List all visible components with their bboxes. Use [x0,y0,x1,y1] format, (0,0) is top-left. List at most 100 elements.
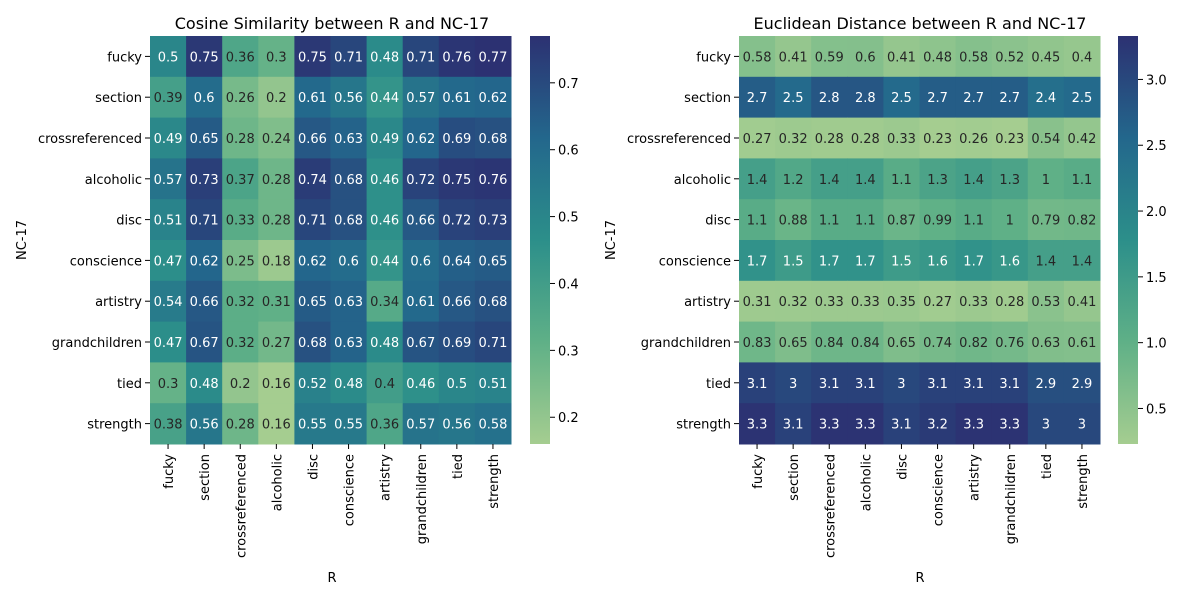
heatmap-cell [739,240,776,282]
heatmap-cell [402,76,440,119]
heatmap-cell [438,199,476,241]
cell-value-label: 3.3 [819,418,840,433]
x-tick-label: alcoholic [270,454,285,511]
cell-value-label: 0.28 [815,132,844,147]
heatmap-cell [847,403,884,445]
chart-title: Euclidean Distance between R and NC-17 [754,14,1087,33]
colorbar-tick-label: 0.6 [558,144,579,159]
cell-value-label: 0.52 [995,50,1024,65]
cell-value-label: 0.51 [154,214,183,229]
cell-value-label: 0.82 [1067,214,1096,229]
cell-value-label: 0.6 [855,50,876,65]
cell-value-label: 3.1 [747,377,768,392]
cell-value-label: 0.31 [262,295,291,310]
heatmap-cell [1063,199,1101,241]
x-tick-label: conscience [932,454,947,526]
heatmap-cell [811,117,848,159]
cell-value-label: 0.4 [374,377,395,392]
cell-value-label: 3.2 [927,418,948,433]
heatmap-cell [366,240,404,282]
heatmap-cell [847,362,884,404]
heatmap-cell [811,403,848,445]
heatmap-cell [294,117,331,159]
cell-value-label: 0.41 [887,50,916,65]
heatmap-cell [775,117,812,159]
heatmap-cell [991,362,1029,404]
cell-value-label: 0.23 [923,132,952,147]
heatmap-cell [775,36,812,78]
cell-value-label: 0.6 [194,91,215,106]
heatmap-cell [402,158,440,200]
cell-value-label: 1.2 [783,173,804,188]
cell-value-label: 0.48 [190,377,219,392]
heatmap-cell [847,76,884,119]
heatmap-cell [258,321,295,363]
heatmap-cell [366,158,404,200]
heatmap-cell [739,117,776,159]
cell-value-label: 3 [1078,418,1086,433]
y-tick-label: fucky [107,50,142,65]
cell-value-label: 2.8 [855,91,876,106]
heatmap-cell [330,362,368,404]
cell-value-label: 1.4 [1036,254,1057,269]
cell-value-label: 0.33 [851,295,880,310]
heatmap-cell [1063,240,1101,282]
heatmap-cell [919,362,957,404]
cell-value-label: 1.6 [927,254,948,269]
cell-value-label: 0.28 [262,173,291,188]
cell-value-label: 0.67 [190,336,219,351]
heatmap-cell [258,403,295,445]
cell-value-label: 0.42 [1067,132,1096,147]
cell-value-label: 0.34 [370,295,399,310]
heatmap-cell [150,321,187,363]
cell-value-label: 0.33 [959,295,988,310]
cell-value-label: 0.67 [406,336,435,351]
heatmap-cell [811,280,848,323]
heatmap-cell [919,117,957,159]
cell-value-label: 0.71 [478,336,507,351]
cell-value-label: 0.63 [334,132,363,147]
heatmap-cell [294,240,331,282]
heatmap-cell [294,36,331,78]
cell-value-label: 0.39 [154,91,183,106]
y-axis-label: NC-17 [15,220,30,260]
x-tick-label: disc [895,454,910,480]
y-tick-label: alcoholic [85,173,142,188]
heatmap-cell [919,199,957,241]
x-tick-label: crossreferenced [234,454,249,558]
heatmap-cell [438,240,476,282]
cell-value-label: 3.3 [999,418,1020,433]
colorbar-tick-label: 0.5 [1146,402,1167,417]
cell-value-label: 0.27 [262,336,291,351]
cell-value-label: 0.48 [923,50,952,65]
heatmap-cell [258,117,295,159]
heatmap-cell [150,117,187,159]
heatmap-cell [883,403,920,445]
y-tick-label: tied [117,377,142,392]
colorbar-tick-label: 2.0 [1146,205,1167,220]
heatmap-cell [1027,280,1065,323]
heatmap-cell [739,362,776,404]
cell-value-label: 0.41 [779,50,808,65]
heatmap-cell [991,240,1029,282]
y-tick-label: crossreferenced [627,132,731,147]
colorbar-tick-label: 0.3 [558,344,579,359]
heatmap-cell [739,403,776,445]
cell-value-label: 0.27 [923,295,952,310]
heatmap-cell [991,403,1029,445]
cell-value-label: 2.7 [963,91,984,106]
cell-value-label: 0.87 [887,214,916,229]
y-tick-label: strength [87,418,142,433]
heatmap-cell [847,280,884,323]
cell-value-label: 0.61 [442,91,471,106]
y-tick-label: alcoholic [674,173,731,188]
cell-value-label: 0.3 [266,50,287,65]
cell-value-label: 0.5 [158,50,179,65]
heatmap-cell [150,36,187,78]
cell-value-label: 0.2 [230,377,251,392]
cell-value-label: 0.61 [298,91,327,106]
heatmap-cell [1027,158,1065,200]
cell-value-label: 0.55 [334,418,363,433]
heatmap-cell [222,240,259,282]
cell-value-label: 0.54 [154,295,183,310]
